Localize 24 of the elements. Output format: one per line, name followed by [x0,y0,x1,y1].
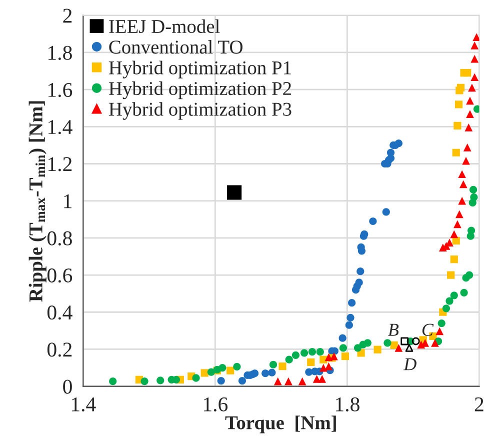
legend-label: IEEJ D-model [109,19,220,34]
annotation: D [403,358,416,370]
annotation: B [388,324,399,336]
x-tick-label: 1.6 [204,397,228,412]
y-tick-label: 0 [63,380,72,394]
legend-label: Conventional TO [109,40,242,54]
y-axis-title: Ripple (T$_{max}$-T$_{min}$) [Nm] [28,101,46,302]
y-tick-label: 2 [63,8,72,23]
y-tick-label: 0.4 [47,306,72,320]
x-tick-label: 2 [474,397,484,412]
legend-label: Hybrid optimization P1 [108,60,291,78]
x-axis-title: Torque [Nm] [225,416,336,434]
y-tick-label: 1 [64,194,72,208]
annotation: C [422,324,434,336]
legend-label: Hybrid optimization P2 [108,81,291,100]
y-tick-label: 1.8 [48,46,72,60]
x-tick-label: 1.8 [336,397,360,412]
y-tick-label: 1.2 [48,157,72,172]
y-tick-label: 1.4 [48,120,72,134]
y-tick-label: 0.2 [47,342,72,357]
legend-label: Hybrid optimization P3 [108,102,292,120]
y-tick-label: 0.6 [47,268,72,283]
y-tick-label: 0.8 [47,231,72,246]
y-tick-label: 1.6 [48,82,72,98]
